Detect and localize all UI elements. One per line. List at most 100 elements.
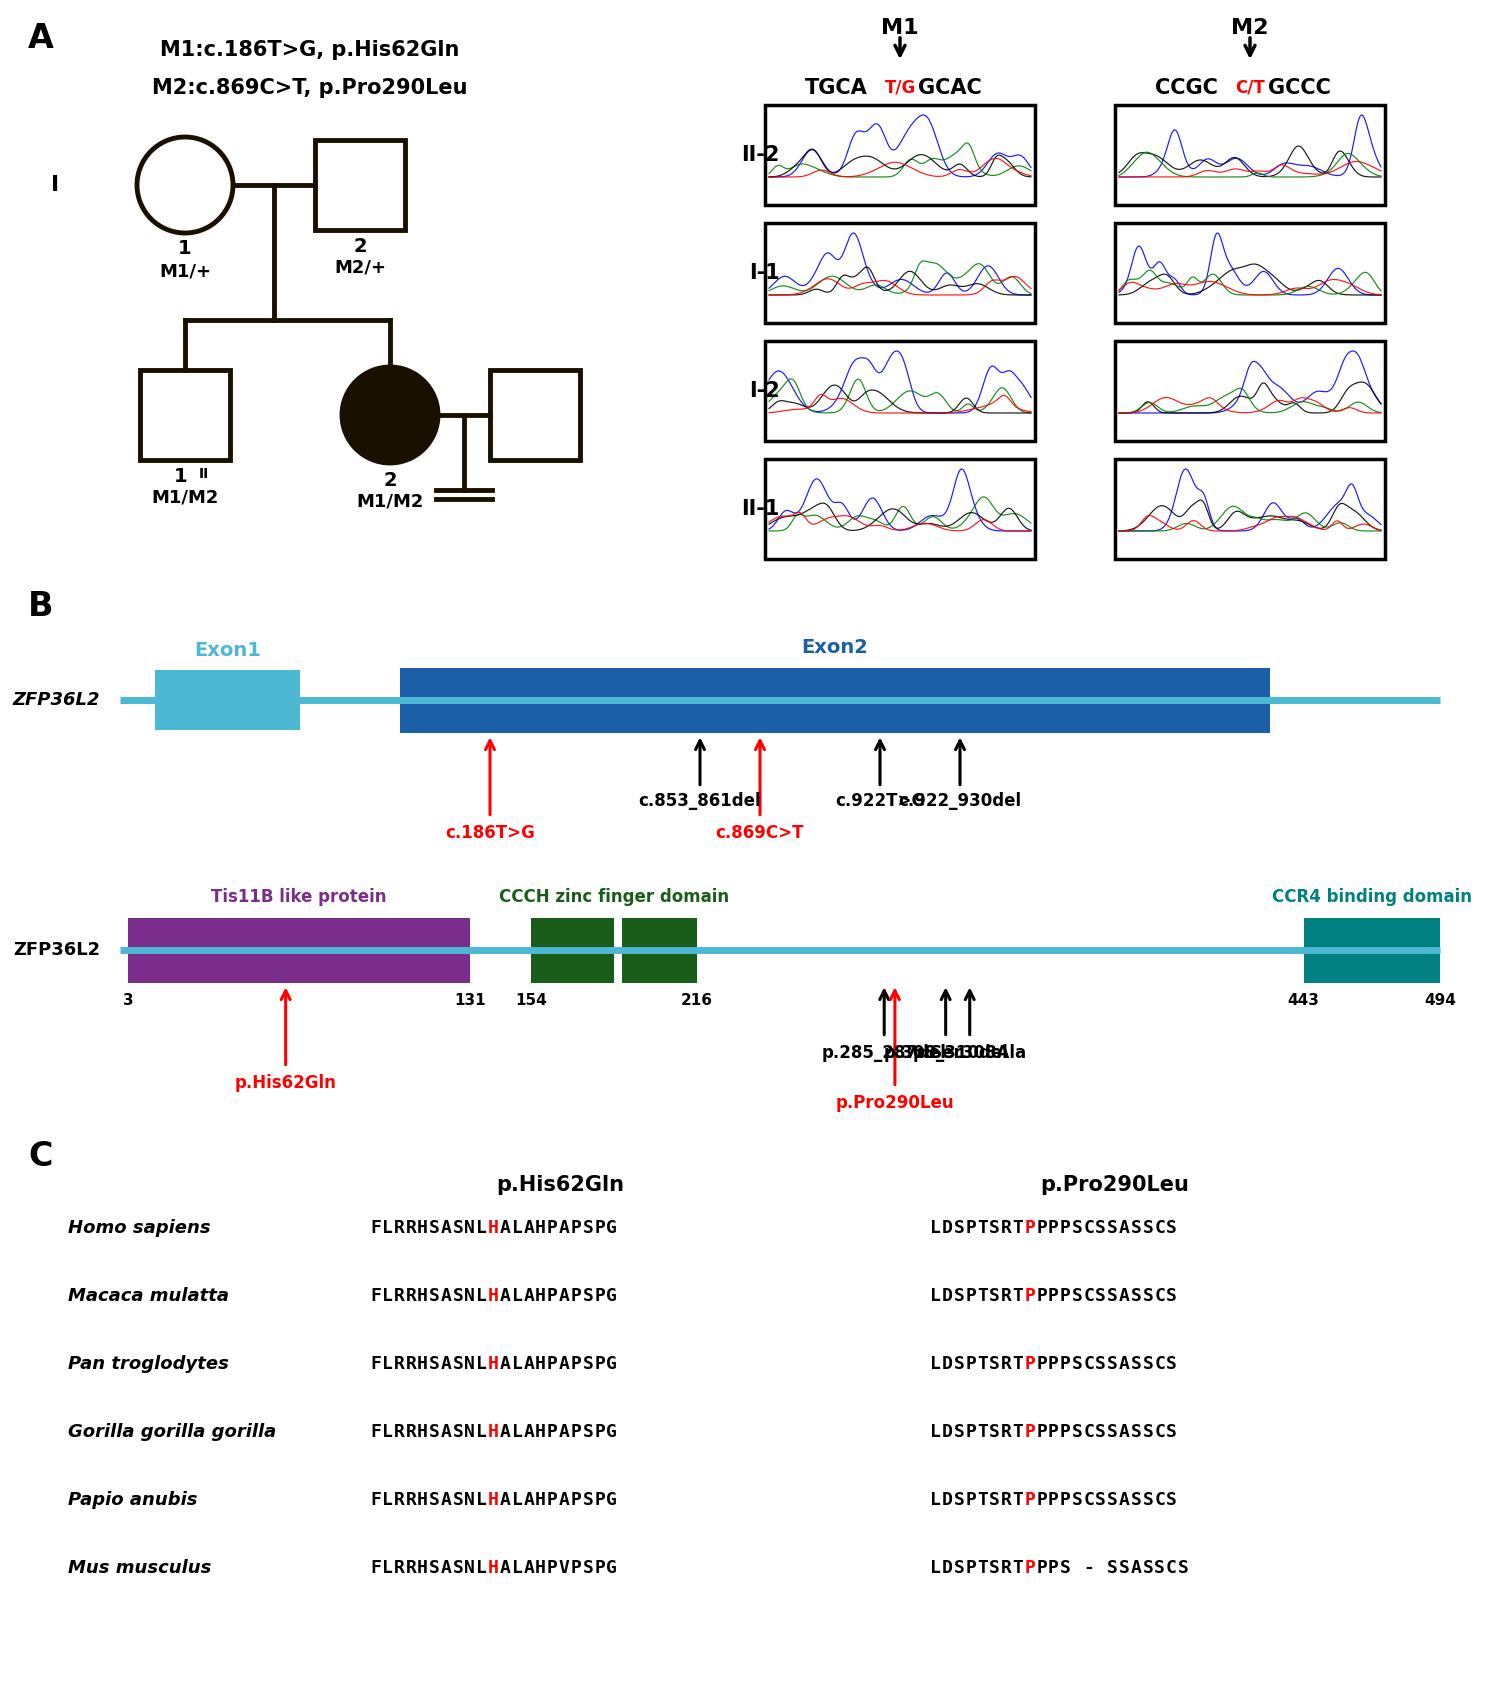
Text: V: V <box>559 1559 570 1578</box>
Text: 1: 1 <box>178 240 192 259</box>
Text: c.853_861del: c.853_861del <box>639 791 761 810</box>
Text: P: P <box>571 1423 582 1442</box>
Text: P: P <box>594 1423 606 1442</box>
Text: P: P <box>547 1287 558 1305</box>
Text: M2/+: M2/+ <box>334 259 387 277</box>
Text: T: T <box>1013 1219 1024 1237</box>
Text: H: H <box>417 1219 429 1237</box>
Text: Mus musculus: Mus musculus <box>67 1559 211 1578</box>
Text: I: I <box>51 175 58 196</box>
Text: 131: 131 <box>454 992 486 1008</box>
Text: H: H <box>489 1423 499 1442</box>
Text: S: S <box>1142 1355 1153 1374</box>
Text: S: S <box>453 1491 463 1510</box>
Text: T: T <box>1013 1559 1024 1578</box>
Text: P: P <box>571 1491 582 1510</box>
Text: S: S <box>1096 1355 1106 1374</box>
Text: L: L <box>477 1423 487 1442</box>
Text: S: S <box>429 1559 439 1578</box>
Text: S: S <box>583 1491 594 1510</box>
Text: S: S <box>1096 1491 1106 1510</box>
Text: c.869C>T: c.869C>T <box>715 824 805 841</box>
Text: L: L <box>929 1491 941 1510</box>
Text: P: P <box>965 1219 976 1237</box>
Text: P: P <box>965 1423 976 1442</box>
Text: P: P <box>1024 1423 1036 1442</box>
Text: F: F <box>370 1219 381 1237</box>
Text: H: H <box>535 1559 546 1578</box>
Text: R: R <box>405 1423 417 1442</box>
Text: p.His62Gln: p.His62Gln <box>235 1074 337 1091</box>
Text: S: S <box>1072 1219 1082 1237</box>
Text: L: L <box>477 1491 487 1510</box>
Bar <box>1115 340 1385 441</box>
Text: N: N <box>465 1219 475 1237</box>
Text: S: S <box>1154 1559 1165 1578</box>
Text: A: A <box>559 1287 570 1305</box>
Text: A: A <box>523 1355 534 1374</box>
Text: Pan troglodytes: Pan troglodytes <box>67 1355 229 1374</box>
Text: H: H <box>489 1355 499 1374</box>
Text: A: A <box>523 1491 534 1510</box>
Bar <box>127 917 471 982</box>
Text: G: G <box>606 1287 618 1305</box>
Text: S: S <box>429 1423 439 1442</box>
Text: L: L <box>477 1355 487 1374</box>
Text: P: P <box>1048 1559 1058 1578</box>
Text: P: P <box>1024 1287 1036 1305</box>
Text: S: S <box>1106 1355 1118 1374</box>
Text: P: P <box>1048 1219 1058 1237</box>
Text: S: S <box>453 1423 463 1442</box>
Bar <box>622 917 697 982</box>
Text: T: T <box>977 1423 988 1442</box>
Text: A: A <box>559 1355 570 1374</box>
Text: H: H <box>535 1219 546 1237</box>
Text: L: L <box>929 1423 941 1442</box>
Text: P: P <box>1036 1559 1048 1578</box>
Text: S: S <box>1166 1219 1177 1237</box>
Text: S: S <box>429 1491 439 1510</box>
Text: CCR4 binding domain: CCR4 binding domain <box>1271 888 1472 907</box>
Text: P: P <box>965 1355 976 1374</box>
Text: P: P <box>1024 1355 1036 1374</box>
Text: A: A <box>499 1559 511 1578</box>
Text: A: A <box>1118 1491 1130 1510</box>
Text: R: R <box>394 1423 405 1442</box>
Text: I-2: I-2 <box>750 381 779 402</box>
Text: p.Ser308Ala: p.Ser308Ala <box>913 1043 1027 1062</box>
Text: P: P <box>571 1287 582 1305</box>
Text: S: S <box>583 1287 594 1305</box>
Text: S: S <box>1166 1423 1177 1442</box>
Text: S: S <box>953 1491 964 1510</box>
Bar <box>315 140 405 230</box>
Text: S: S <box>1142 1423 1153 1442</box>
Text: C: C <box>1084 1355 1094 1374</box>
Text: N: N <box>465 1491 475 1510</box>
Text: Exon2: Exon2 <box>802 638 868 657</box>
Text: A: A <box>499 1219 511 1237</box>
Text: S: S <box>583 1559 594 1578</box>
Text: T: T <box>977 1491 988 1510</box>
Text: II-1: II-1 <box>742 499 779 519</box>
Text: P: P <box>1024 1219 1036 1237</box>
Text: S: S <box>953 1355 964 1374</box>
Text: S: S <box>429 1287 439 1305</box>
Text: S: S <box>583 1219 594 1237</box>
Text: C: C <box>28 1140 52 1173</box>
Text: R: R <box>394 1219 405 1237</box>
Text: H: H <box>417 1491 429 1510</box>
Text: N: N <box>465 1423 475 1442</box>
Text: A: A <box>559 1491 570 1510</box>
Bar <box>1115 460 1385 558</box>
Text: GCCC: GCCC <box>1268 78 1331 99</box>
Text: A: A <box>523 1287 534 1305</box>
Text: 216: 216 <box>681 992 714 1008</box>
Text: S: S <box>1060 1559 1070 1578</box>
Text: c.922T>G: c.922T>G <box>835 791 925 810</box>
Text: C: C <box>1084 1423 1094 1442</box>
Text: P: P <box>1060 1219 1070 1237</box>
Text: S: S <box>989 1491 1000 1510</box>
Text: D: D <box>941 1559 953 1578</box>
Text: P: P <box>965 1559 976 1578</box>
Text: P: P <box>1048 1491 1058 1510</box>
